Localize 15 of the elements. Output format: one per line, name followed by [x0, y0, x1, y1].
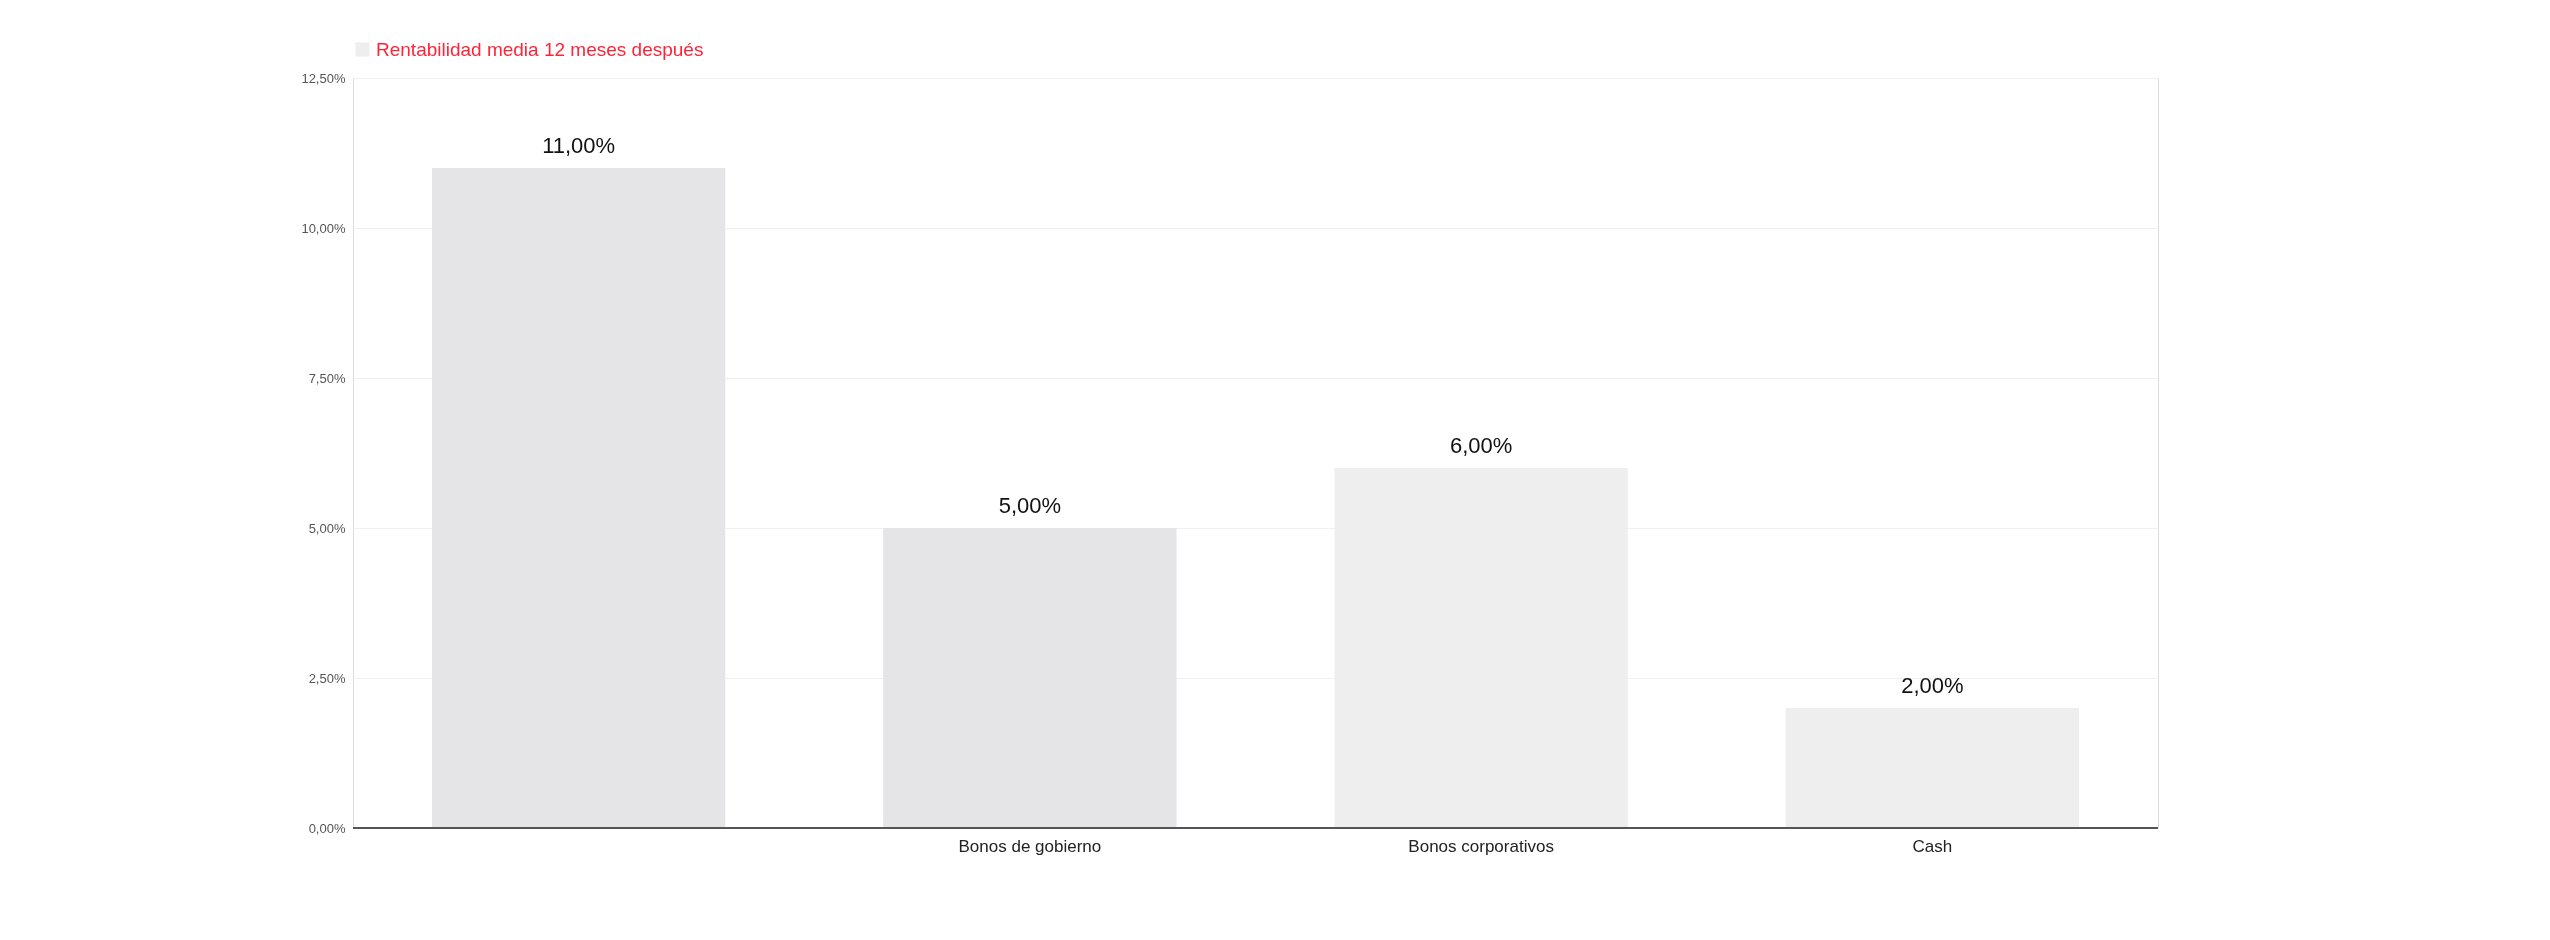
bar [1785, 708, 2080, 828]
data-label: 6,00% [1449, 433, 1513, 458]
x-tick-label: Bonos corporativos [1408, 836, 1554, 856]
y-tick-label: 2,50% [308, 670, 346, 686]
y-tick-label: 0,00% [308, 820, 346, 836]
y-tick-label: 5,00% [308, 520, 346, 536]
data-label: 11,00% [542, 133, 616, 158]
data-label: 5,00% [998, 493, 1062, 518]
y-tick-label: 10,00% [301, 220, 346, 236]
y-tick-label: 7,50% [308, 370, 346, 386]
x-tick-label: Bonos de gobierno [958, 836, 1102, 856]
x-tick-label: Cash [1912, 836, 1953, 856]
data-label: 2,00% [1901, 673, 1964, 698]
legend-label: Rentabilidad media 12 meses después [376, 38, 704, 60]
y-tick-label: 12,50% [301, 70, 346, 86]
